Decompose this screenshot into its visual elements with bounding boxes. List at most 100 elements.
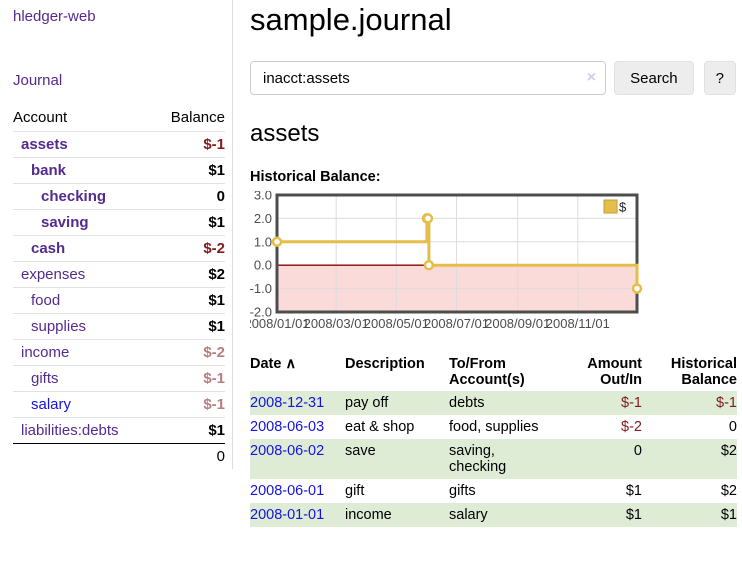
register-header-date[interactable]: Date ∧ <box>250 356 297 372</box>
y-tick-label: -2.0 <box>250 305 272 320</box>
txn-date-link[interactable]: 2008-01-01 <box>250 507 325 523</box>
accounts-table: Account Balance assets $-1 bank $1 checking 0… <box>13 105 225 469</box>
accounts-total-spacer <box>13 444 153 470</box>
txn-balance: $2 <box>720 483 737 499</box>
sidebar-item-cash[interactable]: cash <box>31 240 66 257</box>
sort-ascending-icon: ∧ <box>285 356 297 372</box>
account-name-cell: salary <box>13 392 153 418</box>
register-header-row: Date ∧ Description To/From Account(s) Am… <box>250 353 737 391</box>
account-name-cell: checking <box>13 184 153 210</box>
y-tick-label: 0.0 <box>254 258 272 273</box>
txn-amount: $-2 <box>621 419 642 435</box>
table-row[interactable]: 2008-01-01 income salary $1 $1 <box>250 503 737 527</box>
accounts-header-account: Account <box>13 109 68 126</box>
txn-balance: $1 <box>720 507 737 523</box>
app-window: hledger-web Journal Account Balance asse… <box>13 0 737 527</box>
x-tick-label: 2008/09/01 <box>485 316 550 331</box>
account-row: liabilities:debts $1 <box>13 417 225 444</box>
account-balance: $1 <box>208 422 225 439</box>
register-header-amount: Amount Out/In <box>587 356 642 388</box>
app-title-link[interactable]: hledger-web <box>13 8 96 25</box>
accounts-total-row: 0 <box>13 443 225 470</box>
search-input[interactable] <box>250 61 607 95</box>
sidebar-item-bank[interactable]: bank <box>31 162 67 179</box>
txn-description: save <box>345 443 376 459</box>
txn-description: eat & shop <box>345 419 415 435</box>
sidebar-item-checking[interactable]: checking <box>41 188 107 205</box>
search-box: × <box>250 61 607 95</box>
accounts-total-value: 0 <box>216 448 225 465</box>
account-name-cell: gifts <box>13 366 153 392</box>
clear-search-icon[interactable]: × <box>586 69 597 86</box>
accounts-header-row: Account Balance <box>13 105 225 132</box>
account-balance: $-1 <box>203 396 225 413</box>
sidebar-item-saving[interactable]: saving <box>41 214 89 231</box>
sidebar-item-expenses[interactable]: expenses <box>21 266 86 283</box>
account-balance: $-1 <box>203 370 225 387</box>
account-row: bank $1 <box>13 157 225 184</box>
x-tick-label: 2008/03/01 <box>304 316 369 331</box>
account-row: gifts $-1 <box>13 365 225 392</box>
account-row: assets $-1 <box>13 131 225 158</box>
txn-date-link[interactable]: 2008-12-31 <box>250 395 325 411</box>
txn-balance: $2 <box>720 443 737 459</box>
account-name-cell: liabilities:debts <box>13 418 153 444</box>
accounts-header-balance: Balance <box>170 109 225 126</box>
account-row: saving $1 <box>13 209 225 236</box>
account-row: food $1 <box>13 287 225 314</box>
txn-date: 2008-06-03 <box>250 415 345 439</box>
account-name-cell: food <box>13 288 153 314</box>
table-row[interactable]: 2008-06-02 save saving, checking 0 $2 <box>250 439 737 479</box>
txn-balance: 0 <box>728 419 737 435</box>
sidebar-item-salary[interactable]: salary <box>31 396 72 413</box>
y-tick-label: -1.0 <box>250 281 272 296</box>
txn-amount: $-1 <box>621 395 642 411</box>
y-tick-label: 2.0 <box>254 211 272 226</box>
table-row[interactable]: 2008-06-01 gift gifts $1 $2 <box>250 479 737 503</box>
legend-swatch-icon <box>603 199 618 214</box>
sidebar-item-journal[interactable]: Journal <box>13 72 63 89</box>
sidebar-item-food[interactable]: food <box>31 292 61 309</box>
txn-date-link[interactable]: 2008-06-01 <box>250 483 325 499</box>
txn-description: income <box>345 507 392 523</box>
table-row[interactable]: 2008-12-31 pay off debts $-1 $-1 <box>250 391 737 415</box>
txn-description: pay off <box>345 395 389 411</box>
y-tick-label: 1.0 <box>254 234 272 249</box>
account-balance: $1 <box>208 162 225 179</box>
txn-accounts: food, supplies <box>449 419 539 435</box>
txn-amount: $1 <box>625 507 642 523</box>
register-header-balance: Historical Balance <box>670 356 737 388</box>
account-balance: 0 <box>216 188 225 205</box>
txn-accounts: gifts <box>449 483 476 499</box>
account-balance: $1 <box>208 214 225 231</box>
account-balance: $-2 <box>203 344 225 361</box>
table-row[interactable]: 2008-06-03 eat & shop food, supplies $-2 0 <box>250 415 737 439</box>
app-title: hledger-web <box>13 8 232 25</box>
x-tick-label: 2008/11/01 <box>546 316 610 331</box>
search-button[interactable]: Search <box>614 61 694 95</box>
txn-date-link[interactable]: 2008-06-03 <box>250 419 325 435</box>
help-button[interactable]: ? <box>703 61 736 95</box>
account-name-cell: assets <box>13 132 153 158</box>
register-table: Date ∧ Description To/From Account(s) Am… <box>250 353 737 527</box>
sidebar-item-liabilities-debts[interactable]: liabilities:debts <box>21 422 119 439</box>
register-header-accounts: To/From Account(s) <box>449 356 525 388</box>
txn-description: gift <box>345 483 365 499</box>
account-balance: $-2 <box>203 240 225 257</box>
txn-date: 2008-06-02 <box>250 439 345 479</box>
account-balance: $1 <box>208 318 225 335</box>
txn-accounts: salary <box>449 507 488 523</box>
txn-amount: $1 <box>625 483 642 499</box>
txn-accounts: saving, checking <box>449 443 507 475</box>
sidebar-item-income[interactable]: income <box>21 344 70 361</box>
sidebar-item-gifts[interactable]: gifts <box>31 370 59 387</box>
sidebar-item-assets[interactable]: assets <box>21 136 68 153</box>
sidebar-nav: Journal <box>13 72 232 89</box>
txn-date-link[interactable]: 2008-06-02 <box>250 443 325 459</box>
account-balance: $1 <box>208 292 225 309</box>
sidebar-item-supplies[interactable]: supplies <box>31 318 87 335</box>
account-name-cell: income <box>13 340 153 366</box>
account-row: cash $-2 <box>13 235 225 262</box>
account-heading: assets <box>250 120 320 147</box>
account-row: supplies $1 <box>13 313 225 340</box>
